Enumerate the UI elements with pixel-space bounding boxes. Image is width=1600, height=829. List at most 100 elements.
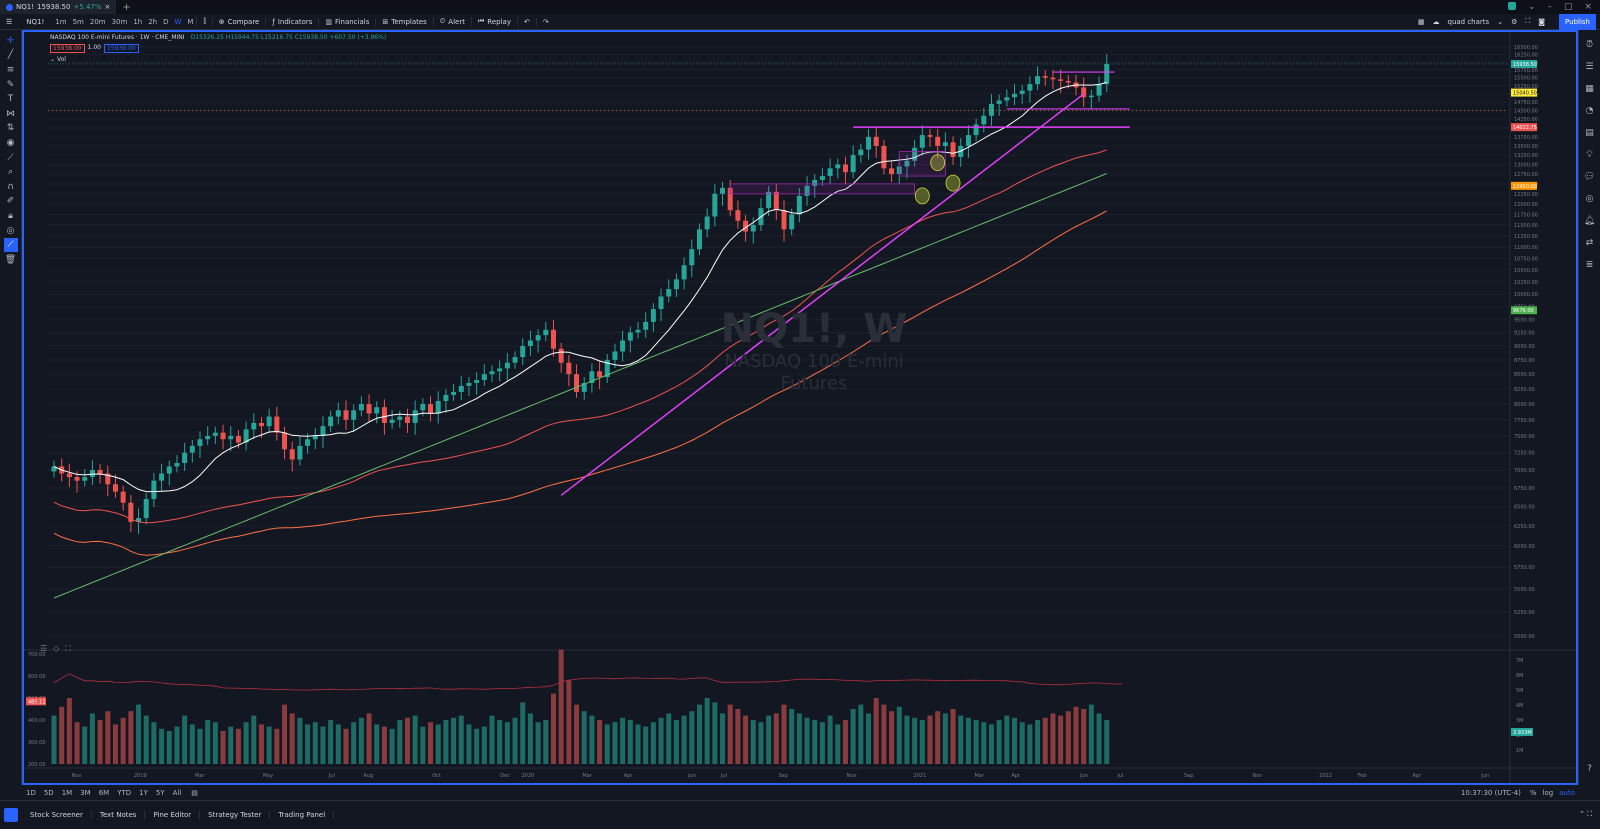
volume-bar[interactable]	[835, 724, 841, 764]
volume-bar[interactable]	[842, 720, 848, 764]
volume-bar[interactable]	[504, 722, 510, 764]
volume-bar[interactable]	[335, 724, 341, 764]
financials-button[interactable]: ▥ Financials	[318, 17, 375, 26]
volume-bar[interactable]	[174, 726, 180, 764]
candle-body[interactable]	[412, 410, 418, 423]
candle-body[interactable]	[189, 445, 195, 453]
volume-bar[interactable]	[550, 693, 556, 764]
pane-hide-icon[interactable]: ◇	[53, 644, 60, 653]
volume-bar[interactable]	[159, 728, 165, 764]
candle-body[interactable]	[235, 435, 241, 443]
help-icon[interactable]: ?	[1587, 764, 1592, 774]
volume-bar[interactable]	[112, 724, 118, 764]
volume-bar[interactable]	[105, 711, 111, 764]
legend-vol[interactable]: ⌄ Vol	[50, 56, 66, 63]
candle-body[interactable]	[881, 145, 887, 169]
crosshair-icon[interactable]: ✛	[6, 35, 15, 46]
dropdown-chevron-icon[interactable]: ⌄	[1527, 2, 1536, 12]
volume-bar[interactable]	[735, 709, 741, 764]
range-all[interactable]: All	[172, 789, 182, 797]
candle-body[interactable]	[1027, 84, 1033, 91]
candle-body[interactable]	[182, 452, 188, 463]
symbol-search[interactable]: NQ1!	[26, 17, 45, 26]
candle-body[interactable]	[458, 385, 464, 392]
volume-bar[interactable]	[743, 715, 749, 764]
maximize-icon[interactable]: ▢	[1563, 2, 1573, 12]
volume-bar[interactable]	[266, 726, 272, 764]
volume-bar[interactable]	[566, 680, 572, 764]
volume-bar[interactable]	[612, 722, 618, 764]
candle-body[interactable]	[120, 491, 126, 503]
volume-bar[interactable]	[666, 713, 672, 764]
volume-bar[interactable]	[650, 722, 656, 764]
candle-body[interactable]	[558, 348, 564, 363]
candle-body[interactable]	[297, 445, 303, 460]
fib-icon[interactable]: ≡	[6, 64, 15, 75]
candle-body[interactable]	[735, 210, 741, 221]
volume-bar[interactable]	[620, 717, 626, 764]
volume-bar[interactable]	[97, 720, 103, 764]
timeframe-1h[interactable]: 1h	[133, 17, 143, 26]
candle-body[interactable]	[197, 439, 203, 446]
candle-body[interactable]	[835, 164, 841, 169]
volume-bar[interactable]	[428, 722, 434, 764]
candle-body[interactable]	[112, 484, 118, 492]
layout-chevron-icon[interactable]: ⌄	[1497, 17, 1504, 26]
volume-bar[interactable]	[643, 726, 649, 764]
candle-body[interactable]	[435, 401, 441, 414]
volume-bar[interactable]	[435, 724, 441, 764]
candle-body[interactable]	[1081, 87, 1087, 98]
candle-body[interactable]	[174, 462, 180, 467]
candle-body[interactable]	[512, 357, 518, 363]
highlight-ellipse[interactable]	[914, 187, 930, 205]
volume-bar[interactable]	[320, 726, 326, 764]
candle-body[interactable]	[128, 502, 134, 522]
candle-body[interactable]	[274, 416, 280, 433]
volume-bar[interactable]	[942, 713, 948, 764]
candle-body[interactable]	[589, 371, 595, 383]
tab-close-icon[interactable]: ×	[104, 3, 111, 11]
candle-body[interactable]	[97, 469, 103, 474]
candle-body[interactable]	[420, 404, 426, 411]
volume-bar[interactable]	[1065, 711, 1071, 764]
candle-body[interactable]	[696, 229, 702, 250]
candle-body[interactable]	[912, 147, 918, 161]
candle-body[interactable]	[504, 362, 510, 369]
volume-bar[interactable]	[228, 726, 234, 764]
volume-bar[interactable]	[758, 722, 764, 764]
volume-bar[interactable]	[351, 722, 357, 764]
candle-body[interactable]	[82, 477, 88, 481]
volume-bar[interactable]	[1088, 704, 1094, 764]
volume-bar[interactable]	[858, 704, 864, 764]
volume-bar[interactable]	[919, 720, 925, 764]
volume-bar[interactable]	[235, 728, 241, 764]
candle-body[interactable]	[889, 168, 895, 175]
candle-body[interactable]	[289, 449, 295, 460]
hotlist-icon[interactable]: ◔	[1585, 106, 1594, 116]
candle-body[interactable]	[842, 164, 848, 173]
candle-body[interactable]	[389, 419, 395, 423]
candle-body[interactable]	[666, 289, 672, 297]
volume-bar[interactable]	[182, 715, 188, 764]
indicators-button[interactable]: ƒ Indicators	[265, 17, 318, 26]
candle-body[interactable]	[328, 416, 334, 427]
goto-date-icon[interactable]: ▤	[191, 789, 198, 797]
candle-body[interactable]	[858, 149, 864, 156]
candle-body[interactable]	[105, 473, 111, 485]
volume-bar[interactable]	[881, 704, 887, 764]
chart-type-button[interactable]: ⫿	[196, 17, 211, 26]
range-box[interactable]	[729, 183, 916, 195]
candle-body[interactable]	[620, 340, 626, 352]
tab-trading-panel[interactable]: Trading Panel	[270, 810, 335, 819]
volume-bar[interactable]	[205, 720, 211, 764]
volume-bar[interactable]	[681, 715, 687, 764]
candle-body[interactable]	[804, 185, 810, 196]
candle-body[interactable]	[1104, 63, 1110, 85]
volume-bar[interactable]	[481, 726, 487, 764]
volume-bar[interactable]	[1058, 715, 1064, 764]
candle-body[interactable]	[89, 469, 95, 478]
candle-body[interactable]	[704, 216, 710, 230]
candle-body[interactable]	[1065, 80, 1071, 83]
volume-bar[interactable]	[389, 728, 395, 764]
calendar-icon[interactable]: ▦	[1585, 84, 1594, 94]
